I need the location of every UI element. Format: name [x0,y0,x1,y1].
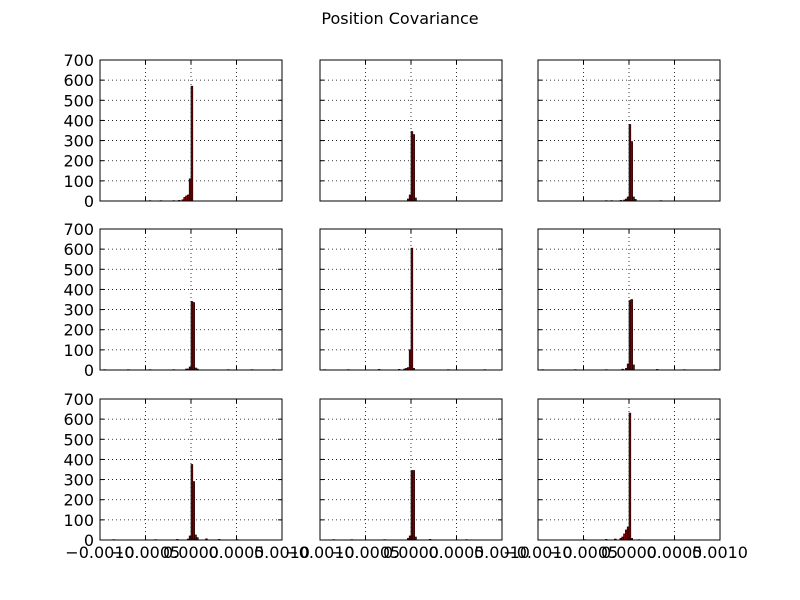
y-tick-label: 300 [63,301,94,320]
x-tick-label: 0.0010 [692,543,748,562]
x-tick-label: 0.0005 [647,543,703,562]
y-tick-label: 100 [63,511,94,530]
y-tick-label: 400 [63,450,94,469]
y-tick-label: 200 [63,321,94,340]
histogram-bar [190,85,194,202]
y-tick-label: 0 [84,361,94,380]
y-tick-label: 500 [63,260,94,279]
histogram-bar [632,364,635,371]
y-tick-label: 600 [63,71,94,90]
y-tick-label: 100 [63,172,94,191]
y-tick-label: 0 [84,531,94,550]
y-tick-label: 300 [63,471,94,490]
x-tick-label: −0.0005 [331,543,400,562]
x-tick-label: 0.0000 [163,543,219,562]
y-tick-label: 700 [63,390,94,409]
histogram-bar [412,470,415,541]
x-tick-label: −0.0005 [111,543,180,562]
x-tick-label: −0.0010 [285,543,354,562]
x-tick-label: 0.0010 [474,543,530,562]
y-tick-label: 300 [63,132,94,151]
x-tick-label: 0.0010 [254,543,310,562]
x-tick-label: 0.0005 [429,543,485,562]
y-tick-label: 0 [84,192,94,211]
y-tick-label: 600 [63,410,94,429]
x-tick-label: 0.0000 [601,543,657,562]
x-tick-label: −0.0010 [65,543,134,562]
figure-title: Position Covariance [321,9,479,28]
y-tick-label: 400 [63,111,94,130]
y-tick-label: 200 [63,491,94,510]
y-tick-label: 100 [63,341,94,360]
y-tick-label: 500 [63,91,94,110]
x-tick-label: 0.0000 [383,543,439,562]
y-tick-label: 700 [63,51,94,70]
histogram-bar [630,299,633,371]
y-tick-label: 600 [63,240,94,259]
y-tick-label: 700 [63,220,94,239]
x-tick-label: 0.0005 [209,543,265,562]
y-tick-label: 400 [63,280,94,299]
histogram-bar [192,481,195,541]
histogram-bar [412,134,415,202]
y-tick-label: 200 [63,152,94,171]
histogram-bar [192,302,195,371]
histogram-bar [630,141,633,202]
y-tick-label: 500 [63,430,94,449]
histogram-bar [410,247,414,371]
x-tick-label: −0.0005 [549,543,618,562]
histogram-bar [628,412,632,541]
x-tick-label: −0.0010 [503,543,572,562]
